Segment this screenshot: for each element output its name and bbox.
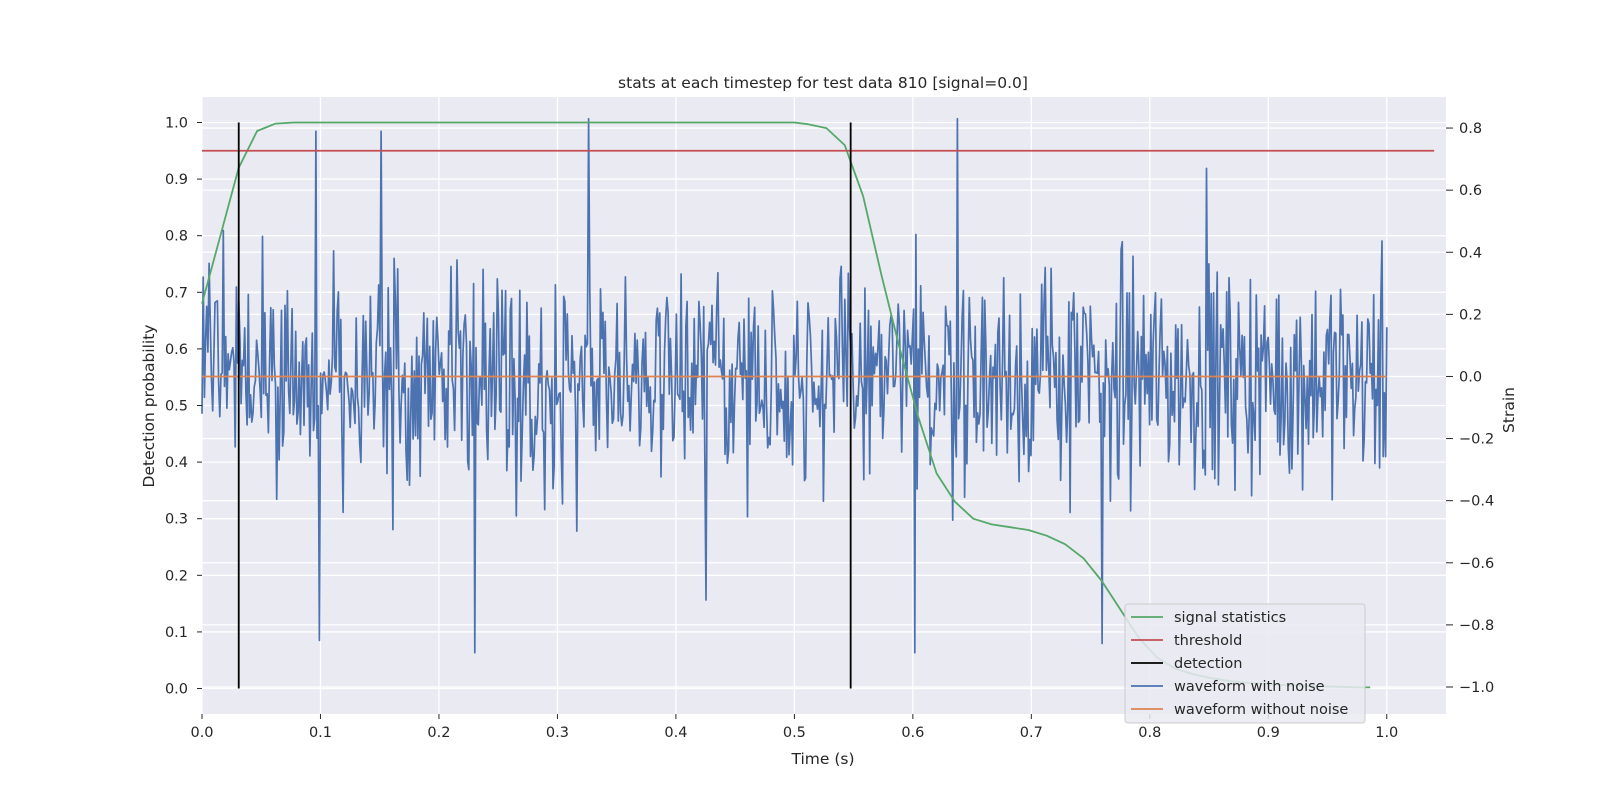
x-tick-label: 0.6	[901, 725, 924, 741]
x-tick-label: 0.8	[1138, 725, 1161, 741]
y2-axis-label: Strain	[1500, 387, 1518, 433]
y-tick-label: 0.0	[165, 682, 188, 698]
legend-box	[1124, 603, 1366, 724]
y2-tick-label: −0.4	[1459, 494, 1494, 510]
legend-label-signal-statistics: signal statistics	[1174, 610, 1286, 626]
x-tick-label: 1.0	[1375, 725, 1398, 741]
waveform-with-noise-series	[201, 117, 1388, 654]
y2-tick-label: −0.6	[1459, 556, 1494, 572]
y2-tick-label: 0.2	[1459, 307, 1482, 323]
x-tick-label: 0.9	[1257, 725, 1280, 741]
y-axis-right: −1.0 −0.8 −0.6 −0.4 −0.2 0.0 0.2 0.4 0.6 0.8	[1446, 121, 1494, 696]
legend-label-waveform-without-noise: waveform without noise	[1174, 702, 1348, 718]
x-tick-label: 0.7	[1020, 725, 1043, 741]
x-tick-label: 0.2	[427, 725, 450, 741]
y-tick-label: 0.9	[165, 172, 188, 188]
y2-tick-label: 0.4	[1459, 245, 1482, 261]
x-axis: 0.0 0.1 0.2 0.3 0.4 0.5 0.6 0.7 0.8 0.9 1.0	[190, 714, 1398, 741]
y2-tick-label: −1.0	[1459, 680, 1494, 696]
x-tick-label: 0.5	[783, 725, 806, 741]
y-tick-label: 0.2	[165, 568, 188, 584]
x-tick-label: 0.0	[190, 725, 213, 741]
legend: signal statistics threshold detection wa…	[1124, 603, 1366, 724]
y-axis-left: 0.0 0.1 0.2 0.3 0.4 0.5 0.6 0.7 0.8 0.9 1.0	[165, 115, 202, 698]
y-tick-label: 0.6	[165, 342, 188, 358]
waveform-with-noise-line	[201, 117, 1388, 654]
x-tick-label: 0.3	[546, 725, 569, 741]
y2-tick-label: 0.6	[1459, 183, 1482, 199]
y-tick-label: 0.1	[165, 625, 188, 641]
legend-label-threshold: threshold	[1174, 633, 1242, 649]
chart-title: stats at each timestep for test data 810…	[618, 74, 1028, 92]
y-tick-label: 0.4	[165, 455, 188, 471]
y-tick-label: 0.5	[165, 399, 188, 415]
y2-tick-label: 0.0	[1459, 369, 1482, 385]
legend-label-detection: detection	[1174, 656, 1242, 672]
y-tick-label: 1.0	[165, 115, 188, 131]
y-axis-label: Detection probability	[140, 325, 158, 488]
y-tick-label: 0.3	[165, 512, 188, 528]
y-tick-label: 0.8	[165, 229, 188, 245]
y2-tick-label: −0.2	[1459, 432, 1494, 448]
detection-series	[237, 122, 852, 689]
x-tick-label: 0.4	[664, 725, 687, 741]
x-axis-label: Time (s)	[790, 750, 854, 768]
y-tick-label: 0.7	[165, 285, 188, 301]
x-tick-label: 0.1	[309, 725, 332, 741]
y2-tick-label: −0.8	[1459, 618, 1494, 634]
legend-label-waveform-with-noise: waveform with noise	[1174, 679, 1325, 695]
y2-tick-label: 0.8	[1459, 121, 1482, 137]
